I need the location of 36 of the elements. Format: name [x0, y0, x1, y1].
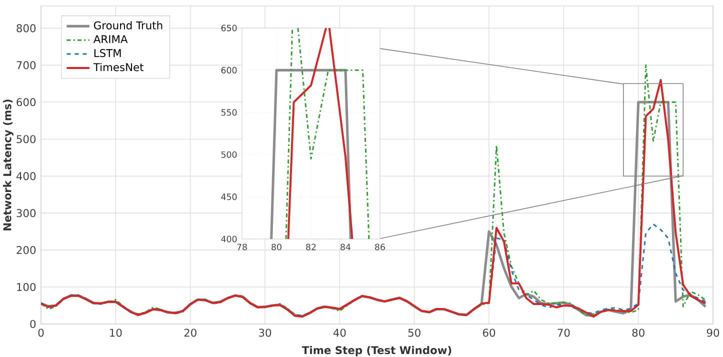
x-tick-label: 82: [306, 244, 316, 250]
x-tick-label: 78: [237, 244, 247, 250]
y-tick-label: 400: [221, 236, 237, 242]
y-tick-label: 200: [16, 246, 36, 254]
x-tick-label: 90: [706, 328, 720, 337]
x-tick-label: 30: [259, 328, 272, 337]
y-tick-label: 100: [17, 282, 36, 292]
y-tick-label: 800: [16, 24, 36, 32]
x-tick-label: 70: [558, 328, 570, 337]
legend-label: TimesNet: [93, 62, 144, 72]
y-axis-title: Network Latency (ms): [3, 100, 14, 230]
y-tick-label: 300: [16, 209, 36, 218]
x-tick-label: 84: [340, 244, 351, 250]
x-tick-label: 0: [38, 328, 44, 337]
x-tick-label: 10: [110, 328, 122, 337]
y-tick-label: 450: [221, 194, 237, 200]
x-tick-label: 60: [482, 328, 496, 337]
y-tick-label: 400: [16, 172, 36, 180]
legend-label: LSTM: [94, 49, 121, 58]
y-tick-label: 700: [16, 61, 36, 70]
x-axis-title: Time Step (Test Window): [302, 346, 452, 356]
x-tick-label: 80: [272, 244, 282, 250]
y-tick-label: 0: [30, 320, 36, 328]
x-tick-label: 80: [632, 328, 644, 337]
x-tick-label: 50: [408, 328, 420, 337]
legend-label: Ground Truth: [94, 21, 162, 30]
y-tick-label: 500: [16, 135, 36, 144]
legend-label: ARIMA: [93, 35, 128, 44]
y-tick-label: 650: [221, 24, 237, 32]
y-tick-label: 600: [16, 98, 36, 106]
x-tick-label: 40: [333, 328, 346, 337]
y-tick-label: 600: [221, 66, 237, 74]
x-tick-label: 86: [375, 244, 385, 250]
x-tick-label: 20: [184, 328, 196, 337]
y-tick-label: 550: [221, 109, 237, 116]
y-tick-label: 500: [221, 151, 237, 158]
